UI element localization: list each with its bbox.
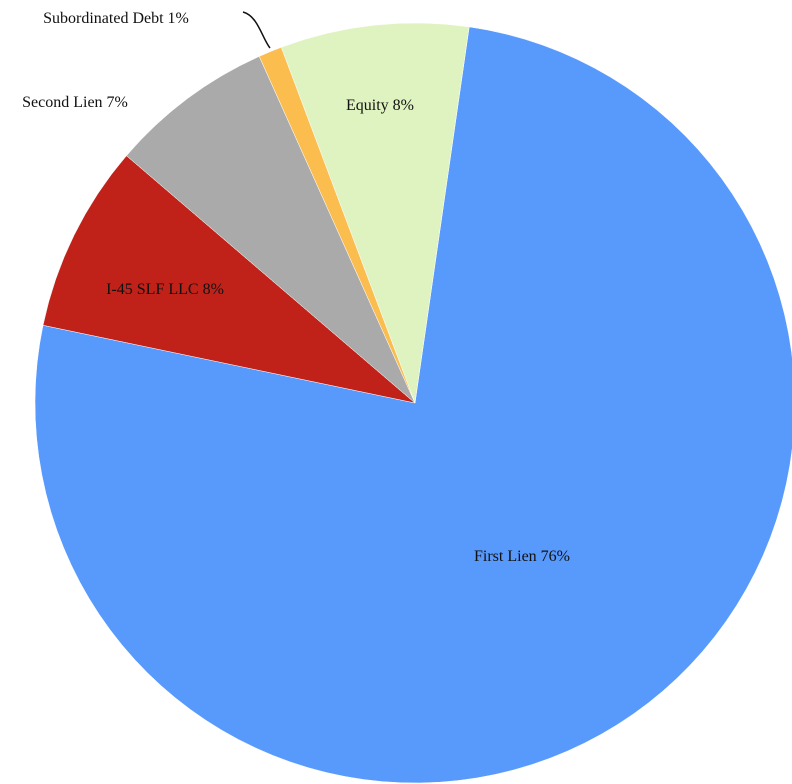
slice-label: Equity 8% [346, 97, 414, 114]
slice-label: I-45 SLF LLC 8% [106, 281, 224, 298]
slice-label-name: Equity [346, 97, 389, 114]
pie-slice [34, 26, 792, 784]
pie-slice [280, 22, 470, 404]
slices [34, 22, 792, 784]
leader-line [242, 11, 271, 49]
slice-label-value: 76% [541, 548, 570, 565]
slice-label-name: First Lien [474, 548, 537, 565]
slice-label-value: 1% [168, 10, 189, 27]
labels: First Lien 76% I-45 SLF LLC 8% Second Lien… [22, 10, 570, 565]
pie-slice [126, 56, 416, 404]
slice-label-value: 8% [203, 281, 224, 298]
pie-slice [42, 155, 416, 404]
slice-label-name: I-45 SLF LLC [106, 281, 198, 298]
slice-label: First Lien 76% [474, 548, 570, 565]
slice-label-value: 8% [393, 97, 414, 114]
slice-label-name: Second Lien [22, 94, 102, 111]
slice-label: Second Lien 7% [22, 94, 128, 111]
slice-label-name: Subordinated Debt [43, 10, 164, 27]
slice-label: Subordinated Debt 1% [43, 10, 189, 27]
slice-label-value: 7% [107, 94, 128, 111]
